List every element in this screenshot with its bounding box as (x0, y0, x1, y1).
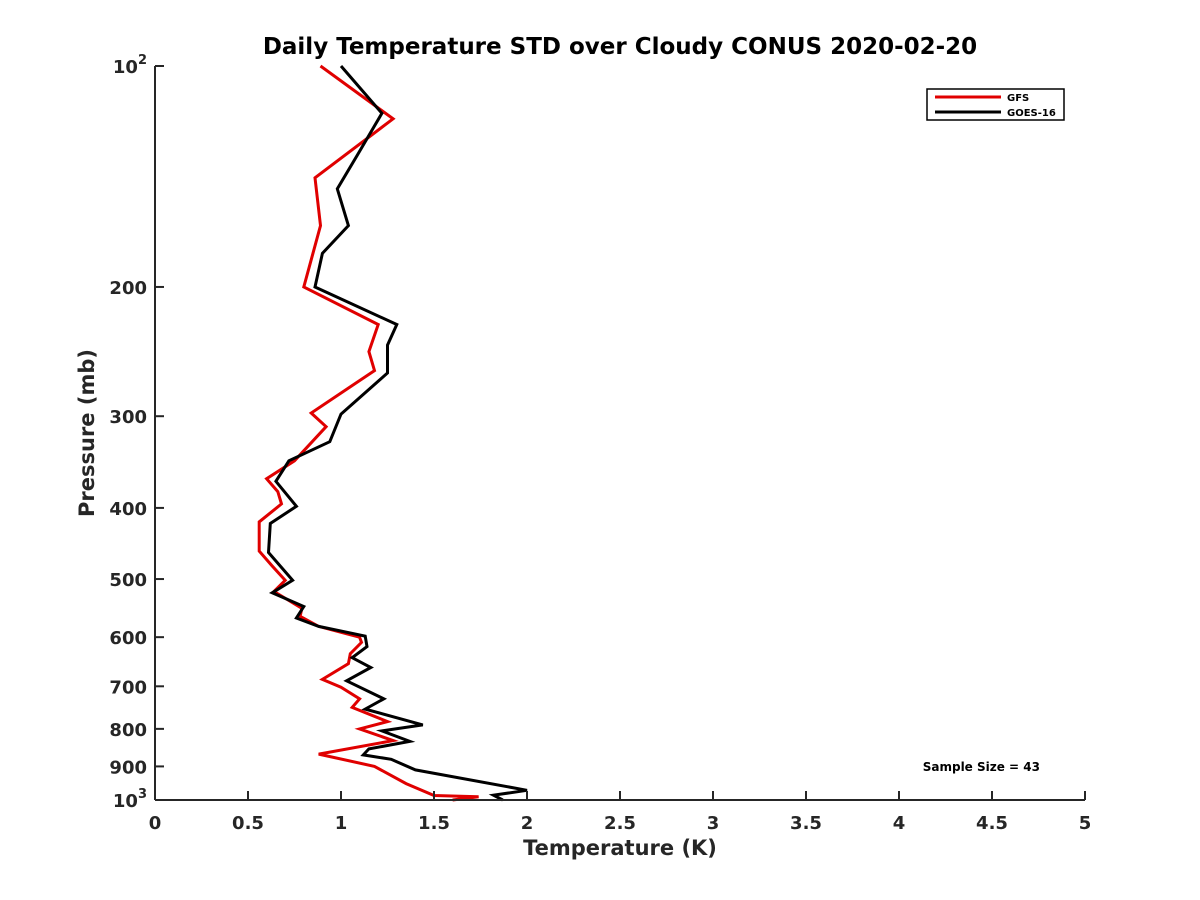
series-line-goes-16 (266, 65, 528, 802)
y-axis-ticks: 102 200 300 400 500 600 700 800 900 103 (109, 53, 164, 812)
y-tick-label: 600 (109, 628, 147, 649)
y-tick-label: 800 (109, 720, 147, 741)
x-tick-label: 2.5 (604, 813, 636, 834)
y-tick-label: 200 (109, 278, 147, 299)
series-lines (257, 64, 528, 802)
x-axis-ticks: 0 0.5 1 1.5 2 2.5 3 3.5 4 4.5 5 (149, 791, 1092, 834)
x-tick-label: 2 (521, 813, 534, 834)
y-axis-label: Pressure (mb) (75, 349, 99, 517)
x-tick-label: 5 (1079, 813, 1092, 834)
x-tick-label: 0 (149, 813, 162, 834)
series-line-gfs (257, 64, 479, 802)
y-tick-label: 900 (109, 757, 147, 778)
x-tick-label: 1 (335, 813, 348, 834)
x-tick-label: 4.5 (976, 813, 1008, 834)
x-tick-label: 1.5 (418, 813, 450, 834)
legend-label: GFS (1007, 93, 1029, 104)
y-tick-label: 700 (109, 677, 147, 698)
x-tick-label: 3.5 (790, 813, 822, 834)
x-tick-label: 0.5 (232, 813, 264, 834)
y-tick-label: 103 (113, 787, 147, 812)
x-tick-label: 3 (707, 813, 720, 834)
legend-label: GOES-16 (1007, 108, 1056, 119)
y-tick-label: 300 (109, 407, 147, 428)
legend-box (926, 88, 1065, 121)
legend: GFS GOES-16 (926, 88, 1065, 121)
sample-size-annotation: Sample Size = 43 (923, 760, 1040, 774)
y-tick-label: 102 (113, 53, 147, 78)
chart-title: Daily Temperature STD over Cloudy CONUS … (263, 34, 977, 60)
x-tick-label: 4 (893, 813, 906, 834)
y-tick-label: 400 (109, 499, 147, 520)
x-axis-label: Temperature (K) (523, 836, 717, 860)
y-tick-label: 500 (109, 570, 147, 591)
